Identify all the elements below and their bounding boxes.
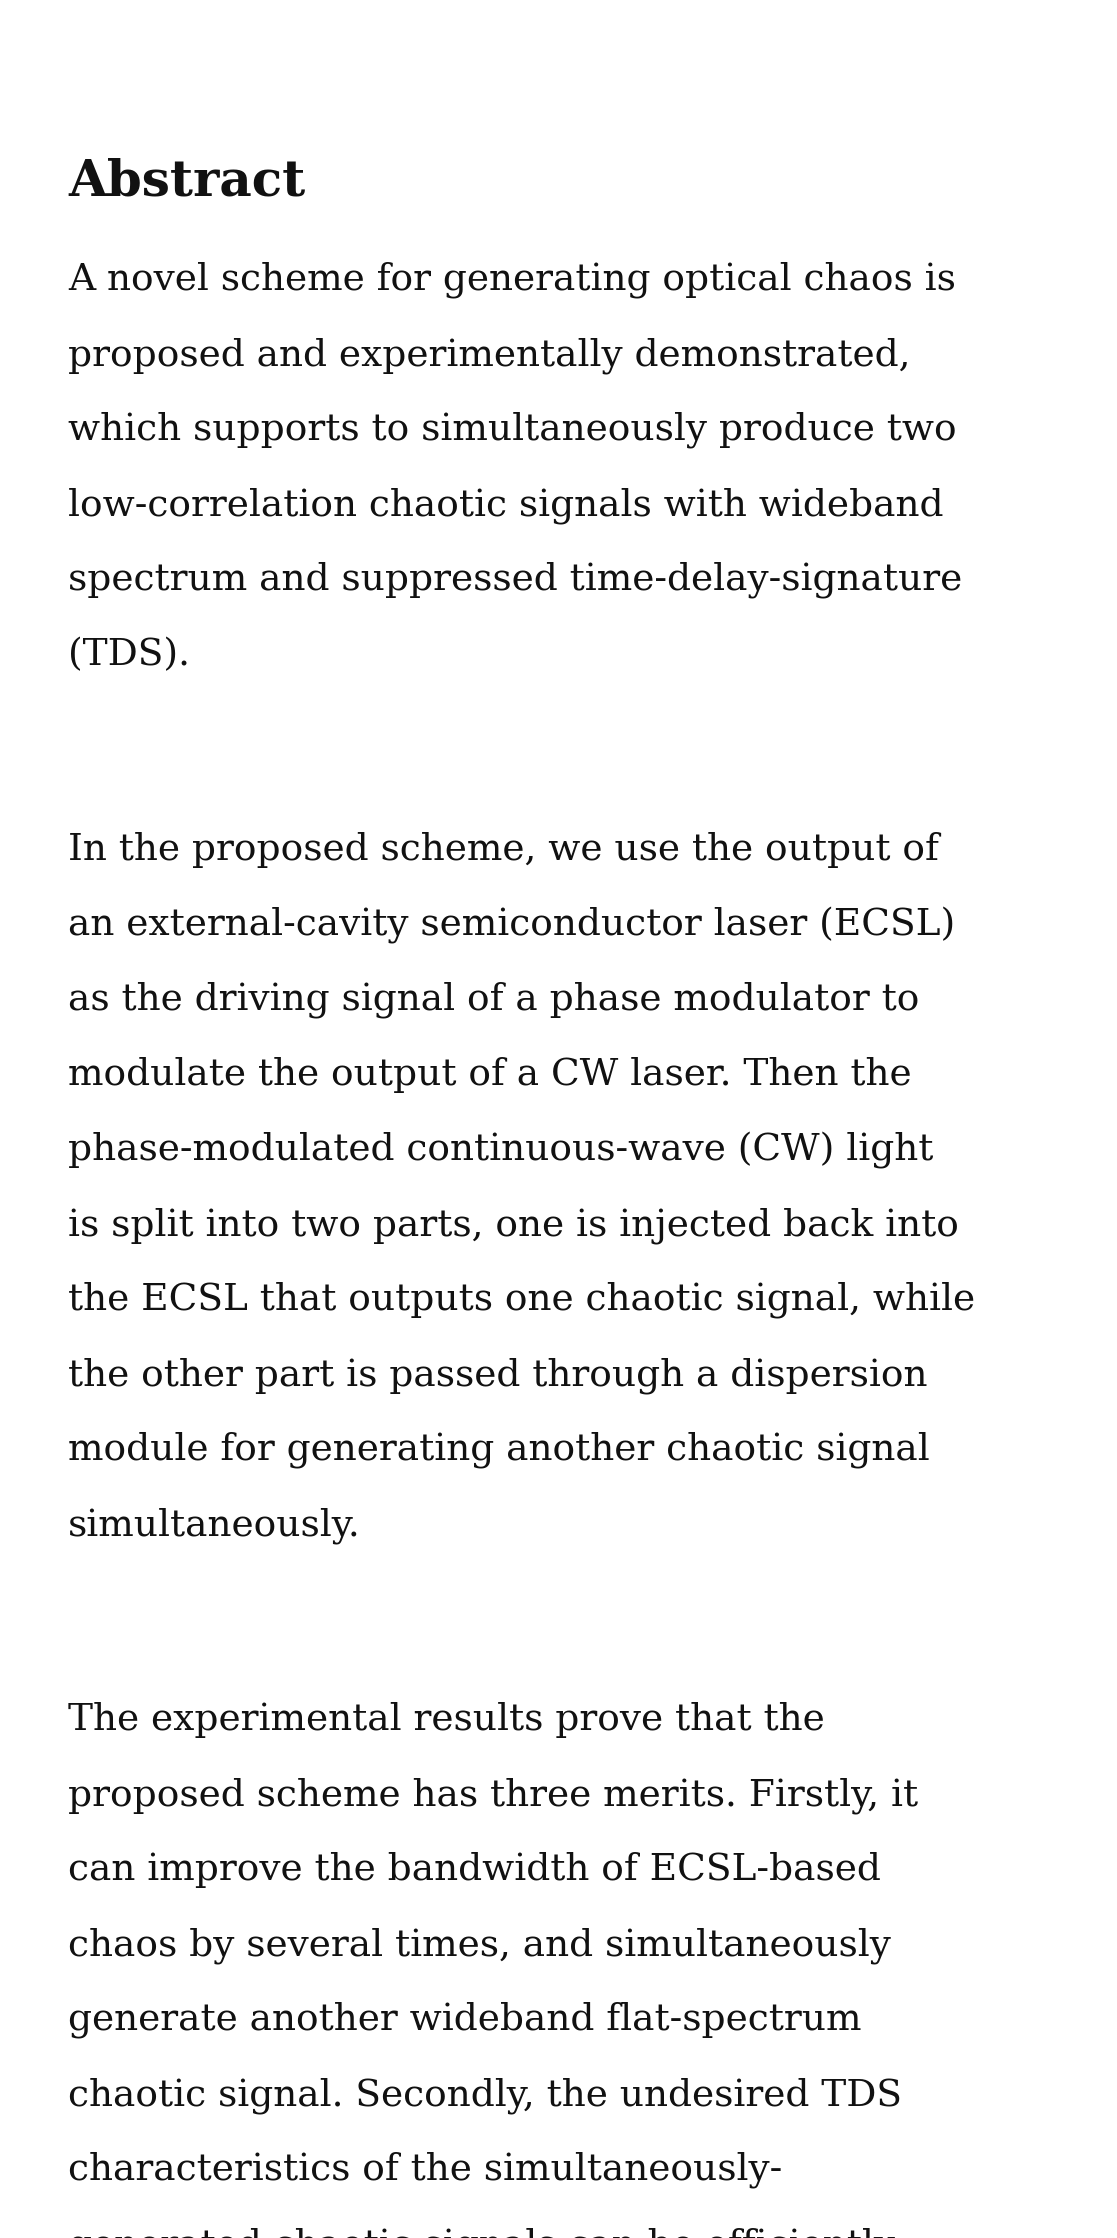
Text: characteristics of the simultaneously-: characteristics of the simultaneously- bbox=[68, 2153, 782, 2189]
Text: The experimental results prove that the: The experimental results prove that the bbox=[68, 1703, 824, 1739]
Text: proposed scheme has three merits. Firstly, it: proposed scheme has three merits. Firstl… bbox=[68, 1777, 918, 1813]
Text: modulate the output of a CW laser. Then the: modulate the output of a CW laser. Then … bbox=[68, 1056, 911, 1092]
Text: spectrum and suppressed time-delay-signature: spectrum and suppressed time-delay-signa… bbox=[68, 562, 962, 598]
Text: the ECSL that outputs one chaotic signal, while: the ECSL that outputs one chaotic signal… bbox=[68, 1282, 975, 1318]
Text: Abstract: Abstract bbox=[68, 159, 305, 206]
Text: can improve the bandwidth of ECSL-based: can improve the bandwidth of ECSL-based bbox=[68, 1853, 881, 1889]
Text: simultaneously.: simultaneously. bbox=[68, 1506, 361, 1544]
Text: low-correlation chaotic signals with wideband: low-correlation chaotic signals with wid… bbox=[68, 488, 944, 524]
Text: A novel scheme for generating optical chaos is: A novel scheme for generating optical ch… bbox=[68, 262, 956, 298]
Text: phase-modulated continuous-wave (CW) light: phase-modulated continuous-wave (CW) lig… bbox=[68, 1132, 934, 1168]
Text: generated chaotic signals can be efficiently: generated chaotic signals can be efficie… bbox=[68, 2227, 895, 2238]
Text: which supports to simultaneously produce two: which supports to simultaneously produce… bbox=[68, 412, 956, 448]
Text: the other part is passed through a dispersion: the other part is passed through a dispe… bbox=[68, 1356, 927, 1394]
Text: module for generating another chaotic signal: module for generating another chaotic si… bbox=[68, 1432, 929, 1468]
Text: as the driving signal of a phase modulator to: as the driving signal of a phase modulat… bbox=[68, 982, 919, 1018]
Text: In the proposed scheme, we use the output of: In the proposed scheme, we use the outpu… bbox=[68, 833, 939, 868]
Text: generate another wideband flat-spectrum: generate another wideband flat-spectrum bbox=[68, 2003, 861, 2039]
Text: an external-cavity semiconductor laser (ECSL): an external-cavity semiconductor laser (… bbox=[68, 906, 955, 944]
Text: chaotic signal. Secondly, the undesired TDS: chaotic signal. Secondly, the undesired … bbox=[68, 2077, 903, 2113]
Text: is split into two parts, one is injected back into: is split into two parts, one is injected… bbox=[68, 1206, 958, 1244]
Text: proposed and experimentally demonstrated,: proposed and experimentally demonstrated… bbox=[68, 338, 910, 374]
Text: (TDS).: (TDS). bbox=[68, 638, 190, 674]
Text: chaos by several times, and simultaneously: chaos by several times, and simultaneous… bbox=[68, 1927, 891, 1963]
